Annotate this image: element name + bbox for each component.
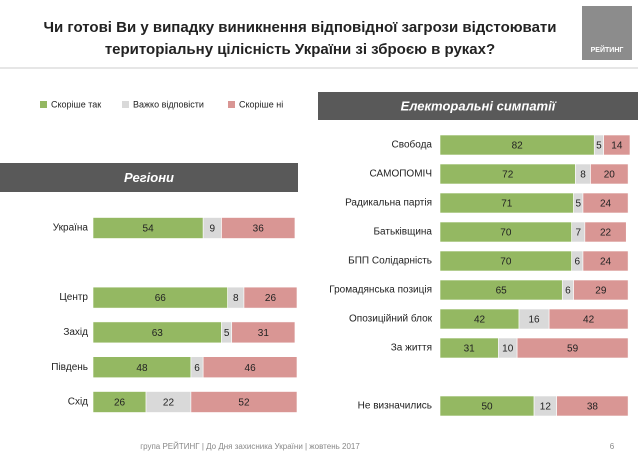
category-label: Захід [63, 327, 88, 338]
data-label: 65 [496, 286, 508, 297]
category-label: Громадянська позиція [329, 285, 432, 296]
data-label: 22 [163, 398, 175, 409]
data-label: 26 [265, 293, 277, 304]
bar-segment [573, 279, 629, 301]
data-label: 46 [245, 363, 257, 374]
data-label: 70 [500, 257, 512, 268]
data-label: 31 [464, 344, 476, 355]
data-label: 38 [587, 402, 599, 413]
category-label: БПП Солідарність [348, 256, 432, 267]
data-label: 54 [143, 224, 155, 235]
bar-segment [548, 308, 629, 330]
category-label: Радикальна партія [345, 198, 432, 209]
category-label: САМОПОМІЧ [369, 169, 432, 180]
bar-segment [516, 337, 629, 359]
bar-segment [582, 250, 629, 272]
bar-segment [243, 286, 298, 309]
legend-swatch [122, 101, 129, 108]
category-label: Не визначились [358, 401, 432, 412]
data-label: 12 [540, 402, 552, 413]
data-label: 24 [600, 257, 612, 268]
bar-segment [584, 221, 627, 243]
legend-swatch [228, 101, 235, 108]
bar-segment [582, 192, 629, 214]
data-label: 5 [575, 199, 581, 210]
panel-title: Електоральні симпатії [401, 98, 557, 113]
legend-label: Скоріше ні [239, 99, 283, 109]
data-label: 48 [136, 363, 148, 374]
legend-swatch [40, 101, 47, 108]
page-number: 6 [610, 442, 615, 451]
data-label: 72 [502, 170, 514, 181]
category-label: Свобода [392, 139, 433, 151]
bar-segment [202, 356, 298, 379]
category-label: За життя [391, 343, 432, 354]
bar-segment [231, 321, 296, 344]
data-label: 26 [114, 398, 126, 409]
data-label: 6 [575, 257, 581, 268]
panel-header [0, 163, 298, 192]
data-label: 5 [596, 141, 602, 152]
data-label: 16 [528, 315, 540, 326]
legend-label: Важко відповісти [133, 99, 204, 109]
data-label: 29 [595, 286, 607, 297]
data-label: 42 [474, 315, 486, 326]
data-label: 82 [512, 141, 524, 152]
data-label: 8 [580, 170, 586, 181]
data-label: 8 [233, 293, 239, 304]
footer: група РЕЙТИНГ | До Дня захисника України… [140, 442, 360, 451]
data-label: 22 [600, 228, 612, 239]
category-label: Опозиційний блок [349, 313, 433, 325]
bar-segment [556, 395, 629, 417]
data-label: 24 [600, 199, 612, 210]
logo: РЕЙТИНГ [591, 45, 624, 54]
data-label: 52 [238, 398, 250, 409]
data-label: 7 [575, 228, 581, 239]
title-line: Чи готові Ви у випадку виникнення відпов… [43, 19, 556, 36]
legend-label: Скоріше так [51, 99, 101, 109]
panel-title: Регіони [124, 170, 174, 185]
data-label: 70 [500, 228, 512, 239]
data-label: 6 [194, 363, 200, 374]
category-label: Центр [59, 292, 88, 303]
bar-segment [190, 391, 298, 413]
data-label: 66 [155, 293, 167, 304]
category-label: Батьківщина [373, 227, 432, 238]
data-label: 71 [501, 199, 513, 210]
title-line: територіальну цілісність України зі збро… [105, 41, 495, 58]
data-label: 63 [152, 328, 164, 339]
data-label: 36 [253, 224, 265, 235]
bar-segment [590, 163, 629, 185]
data-label: 10 [502, 344, 514, 355]
data-label: 50 [481, 402, 493, 413]
data-label: 31 [258, 328, 270, 339]
data-label: 14 [611, 141, 623, 152]
bar-segment [603, 134, 631, 156]
data-label: 59 [567, 344, 579, 355]
category-label: Схід [68, 397, 88, 408]
data-label: 42 [583, 315, 595, 326]
logo-box [582, 6, 632, 60]
category-label: Україна [53, 223, 89, 234]
panel-header [318, 92, 638, 120]
data-label: 20 [604, 170, 616, 181]
bar-segment [221, 217, 296, 239]
category-label: Південь [51, 362, 88, 373]
data-label: 6 [565, 286, 571, 297]
data-label: 9 [210, 224, 216, 235]
data-label: 5 [224, 328, 230, 339]
